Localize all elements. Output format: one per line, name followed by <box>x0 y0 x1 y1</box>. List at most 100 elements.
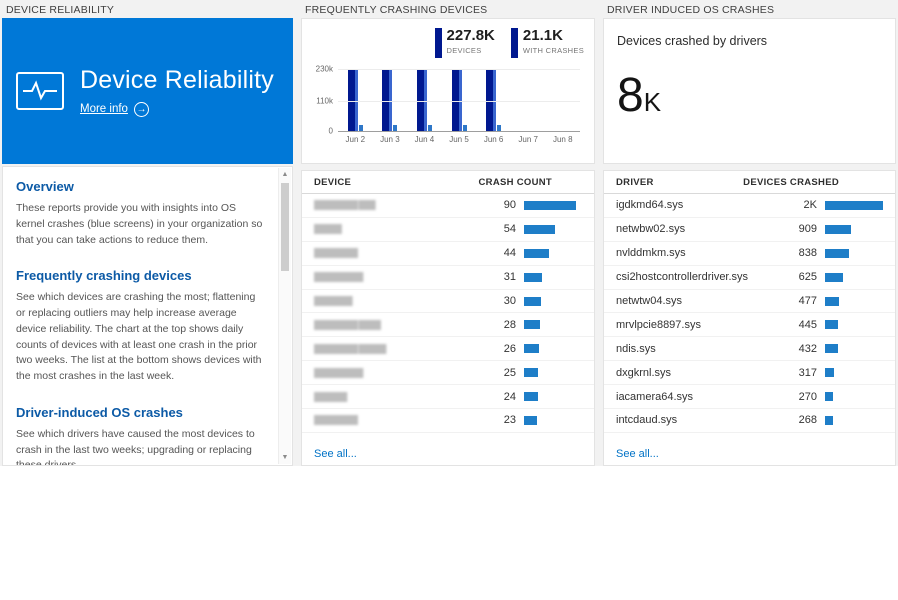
more-info-link[interactable]: More info → <box>80 101 274 117</box>
driver-name: csi2hostcontrollerdriver.sys <box>616 271 749 284</box>
devices-crashed-count: 838 <box>798 247 817 260</box>
table-row[interactable]: █████ 54 <box>302 218 594 242</box>
value-bar <box>825 320 838 330</box>
y-axis-tick: 230k <box>315 64 333 74</box>
table-row[interactable]: igdkmd64.sys 2K <box>604 194 895 218</box>
bar-cell <box>825 248 885 258</box>
bar-cell <box>524 248 584 258</box>
table-row[interactable]: mrvlpcie8897.sys 445 <box>604 313 895 338</box>
chart-legend: 227.8K DEVICES 21.1K WITH CRASHES <box>434 27 584 58</box>
section-heading: Overview <box>16 179 74 194</box>
devices-crashed-total-value: 8 <box>617 69 644 122</box>
legend-stat: 21.1K WITH CRASHES <box>510 27 584 58</box>
value-bar <box>524 200 576 210</box>
table-row[interactable]: ███████ 30 <box>302 290 594 314</box>
bar-cell <box>524 344 584 354</box>
scrollbar[interactable]: ▲ ▼ <box>278 168 291 464</box>
crash-count: 31 <box>503 271 516 284</box>
crash-chart-card: 227.8K DEVICES 21.1K WITH CRASHES Jun 2 Jun … <box>301 18 595 164</box>
driver-name: nvlddmkm.sys <box>616 247 686 260</box>
x-axis-label: Jun 6 <box>483 135 504 144</box>
chart-x-labels: Jun 2 Jun 3 Jun 4 Jun 5 Jun 6 Jun 7 Jun 8 <box>338 135 580 144</box>
table-row[interactable]: netwtw04.sys 477 <box>604 290 895 314</box>
bar-cell <box>524 392 584 402</box>
scroll-up-icon[interactable]: ▲ <box>281 171 289 178</box>
devices-crashed-count: 2K <box>803 199 817 212</box>
table-row[interactable]: csi2hostcontrollerdriver.sys 625 <box>604 266 895 290</box>
device-reliability-tile[interactable]: Device Reliability More info → <box>2 18 293 164</box>
devices-crashed-count: 477 <box>798 295 817 307</box>
x-axis-label: Jun 2 <box>345 135 366 144</box>
section-body: See which devices are crashing the most;… <box>16 291 262 382</box>
value-bar <box>524 344 539 354</box>
device-name: █████ <box>314 224 342 235</box>
chart-bar <box>486 70 497 131</box>
devices-crashed-column-header: DEVICES CRASHED <box>743 177 839 188</box>
device-name: ███████ <box>314 296 353 306</box>
bar-cell <box>825 320 885 330</box>
value-bar <box>524 296 541 306</box>
chart-plot: Jun 2 Jun 3 Jun 4 Jun 5 Jun 6 Jun 7 Jun 8 230k… <box>316 65 580 144</box>
value-bar <box>825 344 838 354</box>
table-row[interactable]: ████████ 44 <box>302 242 594 266</box>
chart-bar <box>462 125 467 131</box>
scrollbar-thumb[interactable] <box>281 183 289 271</box>
chart-bars <box>338 69 580 131</box>
section-body: These reports provide you with insights … <box>16 202 263 246</box>
bar-cell <box>825 272 885 282</box>
legend-label: WITH CRASHES <box>522 45 584 55</box>
crash-count: 23 <box>503 414 516 427</box>
driver-crash-summary-card: Devices crashed by drivers 8K <box>603 18 896 164</box>
see-all-drivers-link[interactable]: See all... <box>616 448 659 460</box>
value-bar <box>825 248 849 258</box>
crash-count: 28 <box>503 318 516 331</box>
bar-cell <box>524 272 584 282</box>
chart-bar <box>393 125 398 131</box>
table-row[interactable]: iacamera64.sys 270 <box>604 385 895 410</box>
see-all-devices-link[interactable]: See all... <box>314 448 357 460</box>
bar-group <box>338 70 373 131</box>
value-bar <box>825 296 839 306</box>
column-header-frequently-crashing-devices: FREQUENTLY CRASHING DEVICES <box>305 4 488 16</box>
table-row[interactable]: ██████ 24 <box>302 385 594 410</box>
table-row[interactable]: intcdaud.sys 268 <box>604 409 895 433</box>
section-heading: Frequently crashing devices <box>16 268 192 284</box>
table-row[interactable]: ████████ 23 <box>302 409 594 433</box>
more-info-label: More info <box>80 103 128 115</box>
table-row[interactable]: netwbw02.sys 909 <box>604 218 895 242</box>
table-row[interactable]: dxgkrnl.sys 317 <box>604 361 895 386</box>
scroll-down-icon[interactable]: ▼ <box>281 454 289 461</box>
value-bar <box>825 272 843 282</box>
table-row[interactable]: █████████ 25 <box>302 361 594 386</box>
driver-crashes-table: DRIVER DEVICES CRASHED igdkmd64.sys 2K net… <box>603 170 896 466</box>
arrow-right-icon: → <box>133 101 149 117</box>
table-row[interactable]: █████████ 31 <box>302 266 594 290</box>
table-row[interactable]: ████████ ███ 90 <box>302 194 594 218</box>
x-axis-label: Jun 4 <box>414 135 435 144</box>
driver-name: ndis.sys <box>616 342 656 355</box>
bar-cell <box>825 368 885 378</box>
driver-name: iacamera64.sys <box>616 390 694 403</box>
bar-cell <box>524 224 584 234</box>
y-axis-tick: 110k <box>316 96 333 106</box>
y-axis-tick: 0 <box>328 126 333 136</box>
summary-caption: Devices crashed by drivers <box>617 34 768 48</box>
crash-count: 54 <box>503 223 516 236</box>
device-rows: ████████ ███ 90 █████ 54 ████████ 44 █████████… <box>302 194 594 433</box>
device-name: ████████ <box>314 248 358 259</box>
chart-bar <box>451 70 462 131</box>
legend-bar-icon <box>434 28 442 58</box>
driver-rows: igdkmd64.sys 2K netwbw02.sys 909 nvlddmkm.sy… <box>604 194 895 433</box>
table-header: DRIVER DEVICES CRASHED <box>604 171 895 194</box>
driver-name: netwbw02.sys <box>616 223 686 236</box>
table-row[interactable]: nvlddmkm.sys 838 <box>604 242 895 266</box>
section-body: See which drivers have caused the most d… <box>16 427 255 466</box>
value-bar <box>825 368 834 378</box>
value-bar <box>825 415 833 425</box>
table-row[interactable]: ndis.sys 432 <box>604 337 895 362</box>
driver-name: igdkmd64.sys <box>616 199 684 212</box>
table-row[interactable]: ████████ ████ 28 <box>302 313 594 338</box>
table-row[interactable]: ████████ █████ 26 <box>302 337 594 362</box>
gridline <box>338 131 580 132</box>
devices-crashed-count: 625 <box>798 271 817 284</box>
